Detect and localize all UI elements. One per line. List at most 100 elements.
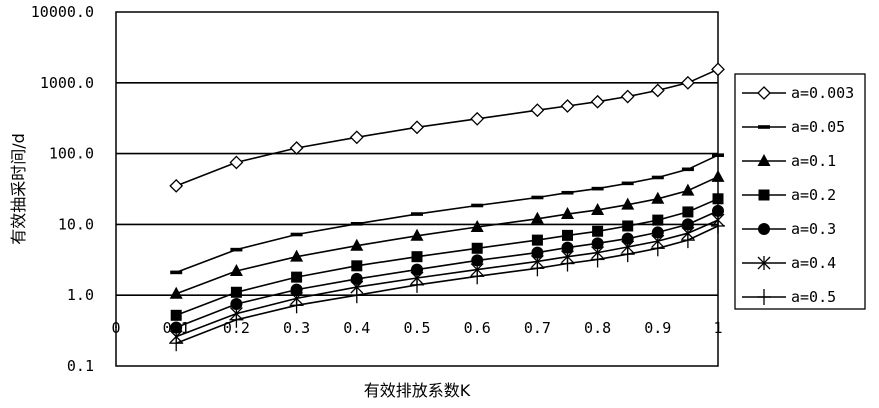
data-point [290,283,303,296]
data-point [758,223,770,235]
data-point [229,155,244,170]
data-point [289,141,304,155]
data-point [590,94,605,109]
x-axis-ticks: 00.10.20.30.40.50.60.70.80.91 [111,319,722,337]
legend: a=0.003 a=0.05 a=0.1 a=0.2 a=0.3 a=0.4 a=0.5 [734,73,866,310]
series-a=0.05 [170,153,724,275]
series-line [175,154,719,274]
data-point [758,189,770,201]
data-point [757,289,771,305]
data-point [562,229,573,241]
x-tick-label: 0.4 [343,319,370,337]
data-point [590,251,605,268]
legend-item: a=0.2 [742,186,836,204]
x-tick-label: 0.6 [464,319,491,337]
data-point [680,232,695,249]
data-point [651,191,665,204]
y-tick-label: 100.0 [49,145,94,163]
series-line [175,68,719,187]
y-tick-label: 1000.0 [40,74,94,92]
data-point [350,238,364,251]
data-point [471,203,484,208]
y-tick-label: 1.0 [67,286,94,304]
data-point [349,130,364,145]
series-a=0.1 [169,169,725,299]
data-point [681,183,695,196]
data-point [471,242,483,254]
x-tick-label: 1 [713,319,722,337]
data-point [620,246,635,263]
y-axis-ticks: 0.1 1.0 10.0 100.0 1000.0 10000.0 [31,3,94,375]
data-point [169,335,184,352]
data-point [170,321,183,334]
data-point [289,297,304,314]
data-point [652,214,664,226]
data-point [530,260,545,277]
data-point [291,271,303,283]
data-point [410,276,424,293]
data-point [758,125,770,129]
data-point [711,62,725,77]
data-point [290,249,304,262]
data-point [591,186,604,191]
legend-label: a=0.003 [791,84,854,102]
data-point [650,240,665,257]
data-point [561,207,574,220]
data-point [530,103,545,118]
legend-label: a=0.1 [791,152,836,170]
data-point [230,286,242,298]
data-point [622,220,634,232]
data-point [470,268,485,285]
data-point [712,193,724,205]
data-point [170,309,182,321]
data-point [531,246,544,259]
x-tick-label: 0.5 [403,319,430,337]
legend-label: a=0.5 [791,288,836,306]
data-point [621,197,635,210]
data-point [349,287,364,304]
data-point [621,232,634,245]
data-point [757,154,771,166]
data-point [169,178,184,193]
data-point [169,286,183,299]
legend-label: a=0.2 [791,186,836,204]
data-point [530,211,544,224]
data-point [592,225,604,237]
data-point [531,234,543,246]
series-a=0.3 [170,204,724,334]
y-tick-label: 10000.0 [31,3,94,21]
data-point [531,195,544,200]
series-line [175,210,719,329]
data-point [711,169,725,182]
x-axis-title: 有效排放系数K [364,381,471,400]
series-a=0.4 [169,213,725,344]
legend-item: a=0.5 [742,288,836,306]
data-point [651,226,664,239]
data-point [757,86,771,100]
legend-label: a=0.05 [791,118,845,136]
data-point [651,175,664,180]
data-point [620,89,635,104]
data-point [682,206,694,218]
gridlines [116,82,718,297]
data-point [411,263,423,276]
data-point [290,232,303,237]
data-point [757,256,771,270]
x-tick-label: 0.9 [644,319,671,337]
data-point [681,167,694,172]
data-point [621,181,634,186]
data-point [410,120,424,135]
y-axis-title: 有效抽采时间/d [9,133,28,245]
data-point [681,218,694,231]
x-tick-label: 0.8 [584,319,611,337]
series-layer [169,62,725,352]
data-point [711,217,725,234]
data-point [712,204,724,217]
legend-label: a=0.4 [791,254,836,272]
data-point [560,99,575,113]
data-point [230,298,243,311]
data-point [411,212,423,216]
data-point [470,111,485,126]
data-point [230,247,243,252]
